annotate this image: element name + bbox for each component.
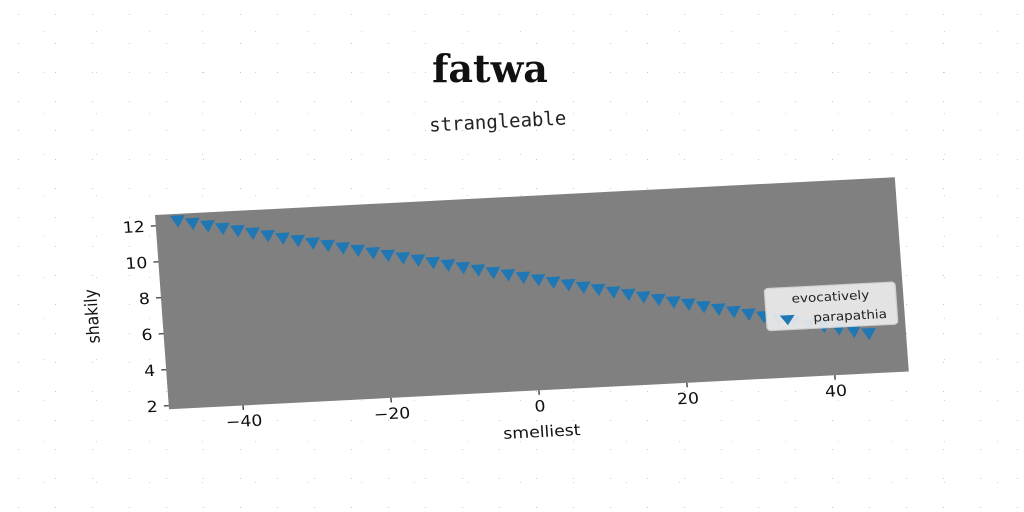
data-point — [605, 286, 621, 299]
chart-subtitle: strangleable — [429, 107, 567, 136]
data-point — [184, 217, 200, 231]
plot-group: −40 −20 0 20 40 2 4 6 8 10 12 smelliest shakily e… — [80, 177, 909, 443]
data-point — [245, 227, 260, 240]
data-point — [665, 296, 681, 309]
legend-entry-parapathia: parapathia — [813, 308, 888, 326]
y-tick-label: 6 — [141, 326, 153, 345]
data-point — [380, 249, 396, 263]
data-point — [620, 288, 636, 302]
data-point — [680, 298, 696, 312]
data-point — [725, 305, 741, 319]
data-point — [199, 220, 215, 233]
legend: evocatively parapathia — [763, 281, 899, 332]
data-point — [485, 266, 501, 280]
y-tick-label: 10 — [125, 254, 148, 273]
y-tick-label: 8 — [138, 290, 150, 309]
y-tick-label: 2 — [146, 398, 158, 417]
y-tick-label: 4 — [143, 362, 155, 381]
chart-title: fatwa — [432, 46, 548, 91]
data-point — [230, 224, 245, 238]
data-point — [455, 261, 471, 275]
x-tick-label: 40 — [824, 382, 847, 401]
data-point — [275, 232, 290, 245]
data-point — [290, 234, 305, 248]
series-parapathia — [169, 215, 876, 341]
x-tick-label: 0 — [534, 397, 546, 416]
data-point — [560, 278, 576, 292]
data-point — [425, 256, 441, 270]
legend-title: evocatively — [791, 288, 870, 306]
data-point — [215, 222, 230, 236]
data-point — [169, 215, 185, 228]
data-point — [846, 325, 861, 339]
legend-marker — [779, 314, 795, 326]
x-axis-label: smelliest — [503, 421, 582, 443]
data-point — [410, 254, 426, 267]
data-point — [335, 242, 351, 255]
data-point — [440, 259, 456, 272]
data-point — [470, 264, 486, 277]
data-point — [635, 291, 651, 304]
data-point — [515, 271, 531, 285]
x-tick-label: −40 — [225, 411, 263, 431]
data-point — [365, 247, 381, 260]
data-point — [350, 244, 366, 258]
y-axis-label: shakily — [80, 288, 104, 344]
data-point — [575, 281, 591, 295]
y-axis: 2 4 6 8 10 12 — [122, 218, 169, 417]
data-point — [650, 293, 666, 307]
data-point — [590, 283, 606, 297]
x-tick-label: 20 — [676, 389, 699, 408]
data-point — [530, 273, 546, 287]
data-point — [545, 276, 561, 290]
data-point — [695, 300, 711, 314]
plot-area — [155, 177, 909, 410]
data-point — [710, 303, 726, 316]
data-point — [500, 269, 516, 282]
data-point — [320, 239, 335, 253]
data-point — [305, 237, 320, 250]
data-point — [395, 251, 411, 265]
legend-box — [763, 281, 899, 332]
x-axis: −40 −20 0 20 40 — [225, 375, 848, 431]
data-point — [861, 327, 876, 341]
y-tick-label: 12 — [122, 218, 145, 237]
x-tick-label: −20 — [373, 404, 411, 424]
data-point — [740, 308, 756, 321]
data-point — [260, 229, 275, 243]
